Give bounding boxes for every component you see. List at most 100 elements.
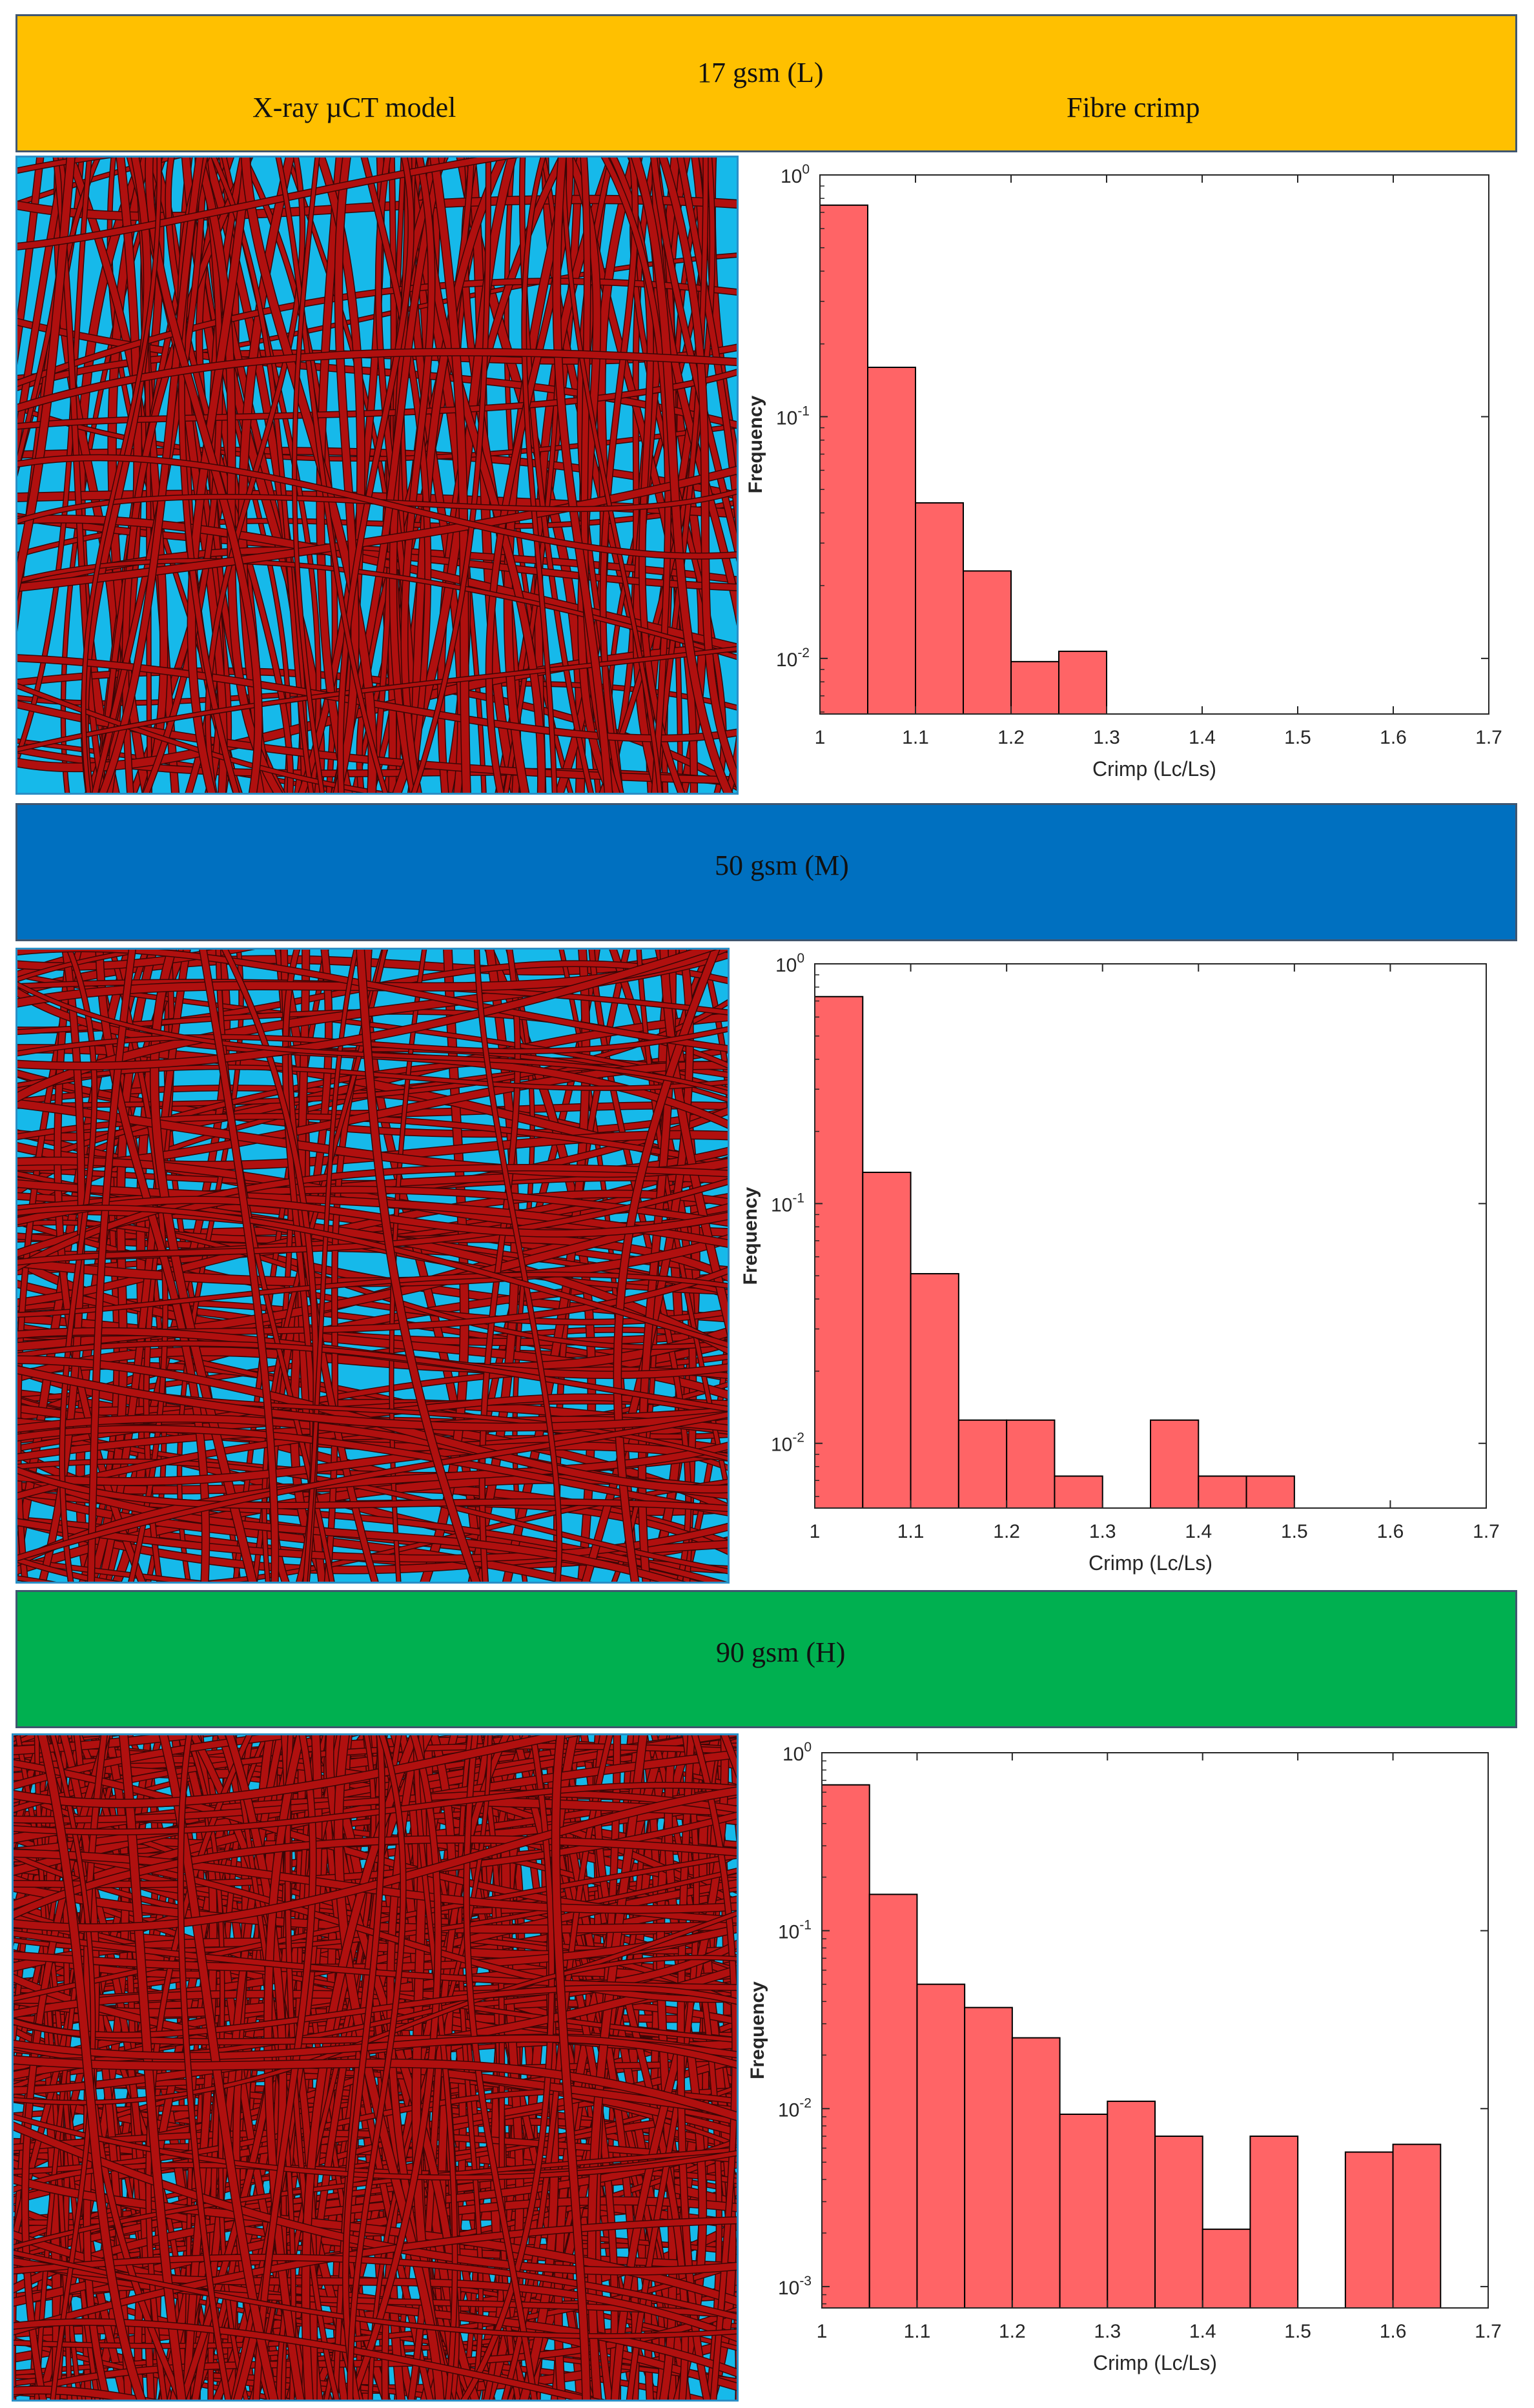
fibre	[677, 1735, 711, 2400]
fibre	[238, 158, 294, 793]
y-tick-label: 10-1	[771, 1190, 804, 1216]
x-tick-label: 1.4	[1185, 1521, 1212, 1542]
y-tick-label: 100	[781, 162, 810, 187]
fibre	[17, 1205, 728, 1347]
fibre	[17, 455, 737, 559]
histogram-bar	[1058, 650, 1107, 715]
x-tick-label: 1.7	[1473, 1521, 1500, 1542]
histogram-bar	[964, 2006, 1013, 2309]
xray-model-image-low	[15, 156, 739, 795]
fibre	[88, 950, 136, 1582]
fibre	[17, 349, 737, 412]
x-axis-label: Crimp (Lc/Ls)	[1089, 1551, 1212, 1575]
fibre	[17, 278, 737, 386]
x-tick-label: 1.2	[993, 1521, 1020, 1542]
plot-frame	[819, 174, 1489, 715]
histogram-bar	[1059, 2113, 1109, 2309]
fibre	[17, 1272, 728, 1317]
x-tick-label: 1.5	[1284, 727, 1311, 748]
fibre	[14, 2230, 737, 2274]
x-tick-label: 1.5	[1284, 2321, 1311, 2342]
column-label-xray-model: X-ray µCT model	[252, 92, 456, 123]
fibre	[461, 1735, 554, 2400]
fibre	[17, 467, 737, 591]
xray-model-image-medium	[15, 948, 730, 1584]
fibre	[14, 2056, 737, 2121]
fibre	[651, 158, 737, 558]
fibre	[14, 1782, 737, 1835]
fibre	[17, 1165, 728, 1270]
fibre	[602, 158, 671, 793]
x-tick-label: 1.2	[999, 2321, 1026, 2342]
fibre	[145, 158, 262, 793]
y-tick-label: 10-2	[776, 646, 810, 671]
fibre	[150, 950, 257, 1582]
fibre	[401, 158, 435, 793]
histogram-bar	[957, 1419, 1008, 1509]
fibre	[552, 1735, 590, 2400]
fibre	[17, 1412, 728, 1561]
x-tick-label: 1.5	[1281, 1521, 1308, 1542]
y-tick-label: 10-3	[778, 2274, 812, 2299]
histogram-bar	[1150, 1419, 1200, 1509]
fibre	[389, 950, 426, 1582]
x-tick-label: 1.3	[1089, 1521, 1116, 1542]
histogram-bar	[1107, 2100, 1156, 2309]
crimp-histogram-low: 1 1.1 1.2 1.3 1.4 1.5 1.6 1.7 10-2 10-1 100 Crimp (…	[742, 156, 1530, 795]
panel-header-low: 17 gsm (L) X-ray µCT model Fibre crimp	[15, 14, 1517, 152]
x-tick-label: 1.6	[1380, 727, 1407, 748]
fibre	[99, 158, 203, 793]
crimp-histogram-high: 1 1.1 1.2 1.3 1.4 1.5 1.6 1.7 10-3 10-2 10-1 100 Cri…	[742, 1733, 1530, 2402]
fibre	[59, 950, 97, 1582]
fibre	[17, 158, 68, 456]
y-tick-label: 10-2	[771, 1431, 804, 1456]
fibre	[692, 1735, 737, 2400]
fibre	[14, 1787, 737, 1932]
fibre	[14, 2386, 154, 2400]
fibre	[292, 158, 324, 793]
fibre	[349, 1735, 441, 2400]
fibre	[17, 196, 737, 221]
y-tick-label: 100	[782, 1740, 812, 1765]
xray-model-image-high	[12, 1733, 739, 2402]
x-tick-label: 1.3	[1093, 727, 1120, 748]
fibre	[14, 1735, 312, 1790]
y-axis-label: Frequency	[740, 1187, 761, 1285]
crimp-histogram-medium: 1 1.1 1.2 1.3 1.4 1.5 1.6 1.7 10-2 10-1 100 Crimp (…	[736, 948, 1530, 1584]
panel-title-low: 17 gsm (L)	[697, 57, 824, 88]
x-tick-label: 1.1	[904, 2321, 931, 2342]
fibre	[81, 158, 161, 793]
y-axis-label: Frequency	[747, 1981, 768, 2079]
x-tick-label: 1	[810, 1521, 821, 1542]
histogram-bar	[1154, 2135, 1203, 2309]
fibre	[14, 1735, 214, 1755]
fibre	[14, 2263, 737, 2349]
x-axis-label: Crimp (Lc/Ls)	[1092, 757, 1216, 781]
fibre	[614, 950, 720, 1582]
histogram-bar	[916, 1983, 966, 2309]
fibre	[562, 158, 662, 793]
fibre	[17, 684, 388, 793]
y-axis-label: Frequency	[745, 395, 766, 493]
histogram-bar	[1392, 2143, 1442, 2309]
fibre	[343, 1735, 385, 2400]
fibre	[17, 950, 728, 981]
fibre	[430, 158, 471, 793]
x-axis-label: Crimp (Lc/Ls)	[1093, 2351, 1217, 2374]
histogram-bar	[1344, 2151, 1394, 2309]
panel-title-high: 90 gsm (H)	[716, 1637, 846, 1668]
fibre	[17, 158, 43, 359]
fibre	[17, 1197, 728, 1237]
fibre	[659, 158, 737, 788]
fibre	[38, 1735, 145, 2400]
fibre	[464, 1735, 537, 2400]
histogram-bar	[1054, 1475, 1103, 1509]
fibre	[14, 2256, 737, 2318]
fibre	[276, 158, 387, 793]
fibre	[17, 1557, 117, 1582]
fibre	[17, 1356, 728, 1493]
histogram-bar	[1010, 660, 1059, 715]
histogram-bar	[821, 1784, 870, 2309]
fibre	[553, 158, 612, 793]
fibre	[119, 1735, 186, 2400]
